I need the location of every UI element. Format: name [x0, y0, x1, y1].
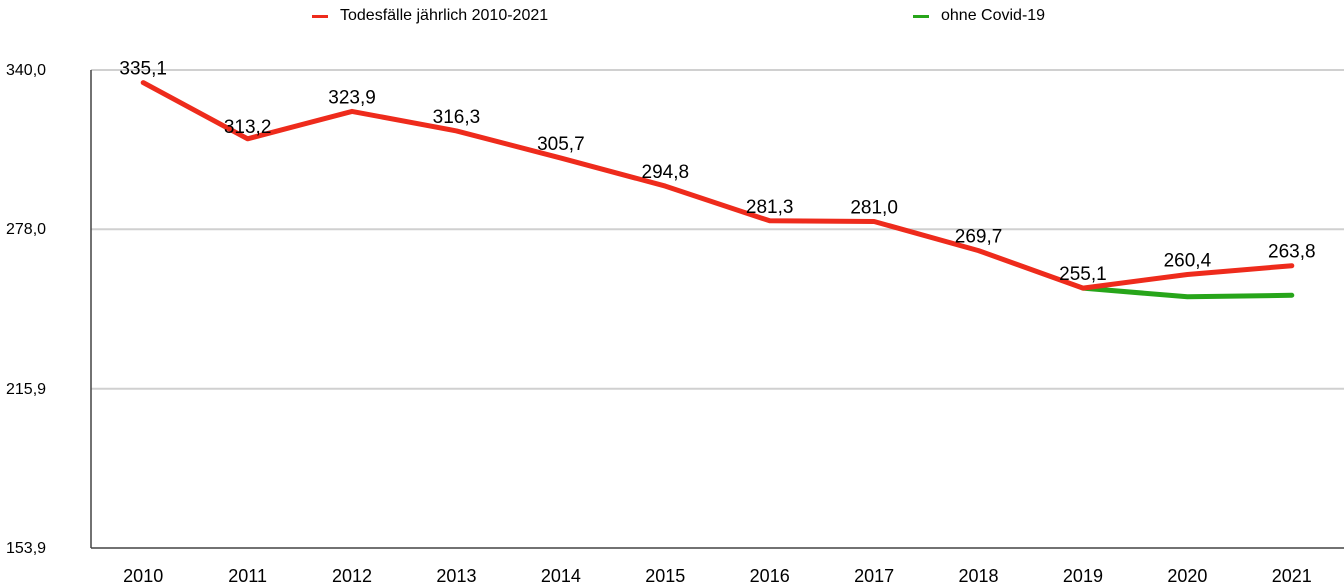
x-tick-label: 2021 — [1272, 566, 1312, 586]
data-label: 294,8 — [642, 162, 690, 183]
data-label: 313,2 — [224, 117, 272, 138]
legend-swatch-todesfaelle — [312, 14, 328, 18]
data-label: 269,7 — [955, 227, 1003, 248]
legend-swatch-ohne-covid — [913, 14, 929, 18]
legend-label-ohne-covid: ohne Covid-19 — [941, 7, 1046, 24]
series-line-ohne-covid — [1080, 285, 1295, 300]
data-label: 281,3 — [746, 197, 794, 218]
x-tick-label: 2015 — [645, 566, 685, 586]
x-tick-label: 2018 — [959, 566, 999, 586]
x-tick-label: 2013 — [436, 566, 476, 586]
x-tick-label: 2019 — [1063, 566, 1103, 586]
data-label: 260,4 — [1164, 250, 1212, 271]
data-label: 255,1 — [1059, 264, 1107, 285]
data-label: 281,0 — [850, 198, 898, 219]
data-label: 335,1 — [119, 59, 167, 80]
legend-item-todesfaelle: Todesfälle jährlich 2010-2021 — [312, 4, 548, 28]
legend-label-todesfaelle: Todesfälle jährlich 2010-2021 — [340, 7, 549, 24]
y-tick-label: 278,0 — [6, 221, 46, 238]
x-tick-label: 2016 — [750, 566, 790, 586]
legend-item-ohne-covid: ohne Covid-19 — [913, 4, 1045, 28]
data-label: 323,9 — [328, 87, 376, 108]
x-tick-label: 2011 — [228, 566, 267, 586]
data-label: 305,7 — [537, 134, 585, 155]
x-tick-label: 2014 — [541, 566, 581, 586]
x-tick-label: 2017 — [854, 566, 894, 586]
data-label: 263,8 — [1268, 242, 1316, 263]
data-label: 316,3 — [433, 107, 481, 128]
x-tick-label: 2010 — [123, 566, 163, 586]
y-tick-label: 215,9 — [6, 381, 46, 398]
y-tick-label: 340,0 — [6, 62, 46, 79]
series-line-todesfaelle — [140, 80, 1295, 291]
x-tick-label: 2020 — [1167, 566, 1207, 586]
y-tick-label: 153,9 — [6, 540, 46, 557]
x-tick-label: 2012 — [332, 566, 372, 586]
